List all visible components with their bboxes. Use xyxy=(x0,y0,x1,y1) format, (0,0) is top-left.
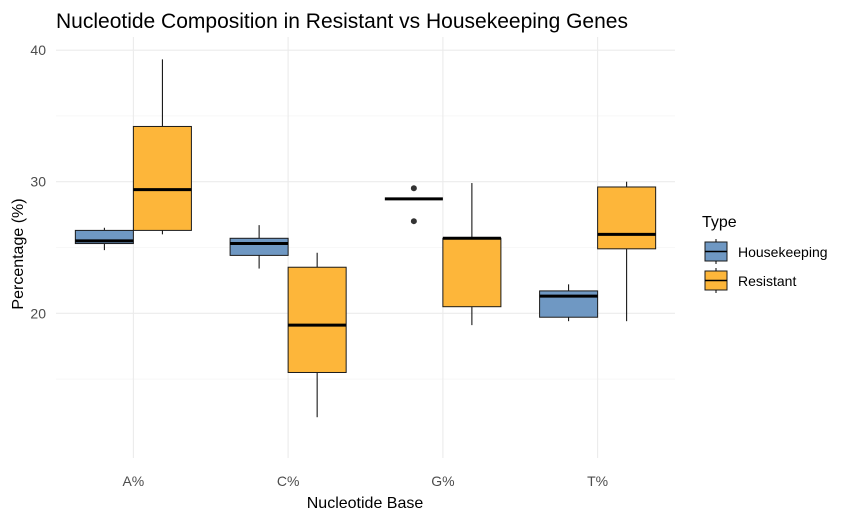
box-iqr xyxy=(442,237,502,308)
box-housekeeping-3 xyxy=(539,284,599,322)
box-housekeeping-0 xyxy=(74,227,134,251)
box-resistant-1 xyxy=(287,252,347,418)
legend-item-resistant: Resistant xyxy=(704,268,796,293)
box-iqr xyxy=(229,237,289,256)
box-resistant-2 xyxy=(442,183,502,326)
y-tick-label: 30 xyxy=(30,174,46,190)
legend-label: Housekeeping xyxy=(738,244,828,260)
x-tick-label: C% xyxy=(277,473,300,489)
x-tick-label: G% xyxy=(431,473,454,489)
legend: Type Housekeeping Resistant xyxy=(702,214,828,293)
box-iqr xyxy=(132,125,192,231)
box-resistant-0 xyxy=(132,59,192,235)
y-axis-title: Percentage (%) xyxy=(10,198,27,309)
legend-item-housekeeping: Housekeeping xyxy=(704,239,828,264)
x-tick-label: T% xyxy=(587,473,608,489)
chart-title: Nucleotide Composition in Resistant vs H… xyxy=(56,10,628,33)
y-tick-label: 20 xyxy=(30,305,46,321)
y-tick-label: 40 xyxy=(30,42,46,58)
x-tick-label: A% xyxy=(122,473,144,489)
outlier-point xyxy=(410,185,417,192)
legend-label: Resistant xyxy=(738,273,796,289)
box-iqr xyxy=(287,266,347,373)
x-axis-ticks: A% C% G% T% xyxy=(122,473,608,489)
box-housekeeping-2 xyxy=(384,185,443,225)
box-resistant-3 xyxy=(597,181,657,322)
x-axis-title: Nucleotide Base xyxy=(307,495,424,512)
plot-boxes xyxy=(74,59,657,418)
box-housekeeping-1 xyxy=(229,225,289,269)
legend-title: Type xyxy=(702,214,737,231)
y-axis-ticks: 20 30 40 xyxy=(30,42,46,321)
outlier-point xyxy=(410,218,417,225)
box-iqr xyxy=(597,186,657,250)
